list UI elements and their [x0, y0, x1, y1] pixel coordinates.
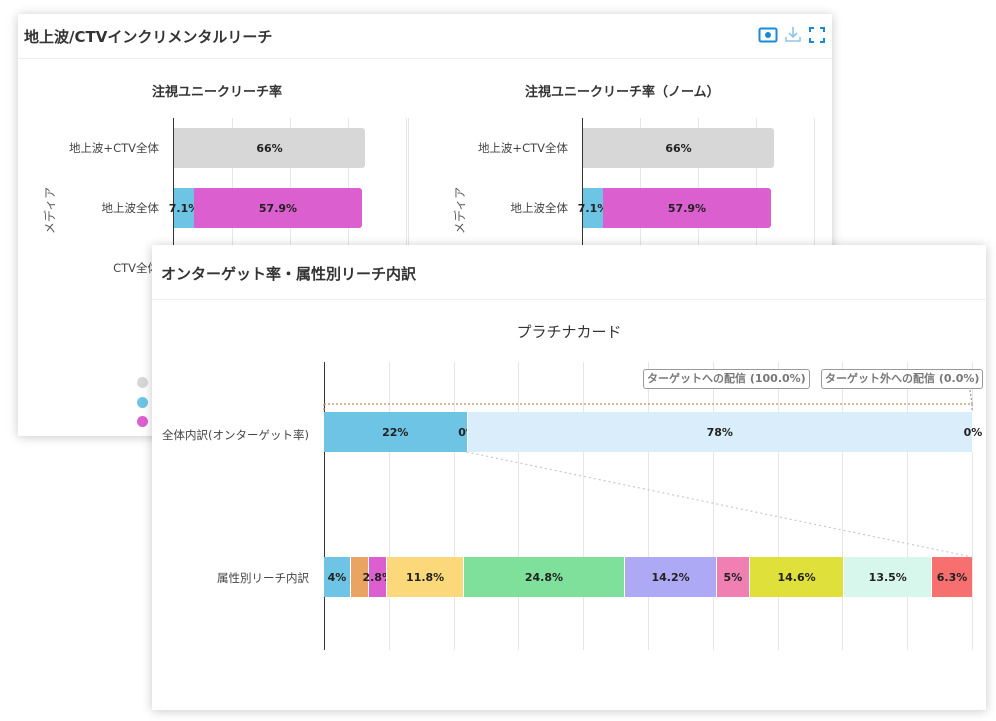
- card-header: オンターゲット率・属性別リーチ内訳: [152, 245, 986, 300]
- row-label: 地上波全体: [510, 201, 569, 215]
- bar-segment[interactable]: 57.9%: [194, 188, 362, 228]
- bar-segment[interactable]: 6.3%: [931, 557, 972, 597]
- chart-title: 注視ユニークリーチ率: [152, 85, 283, 100]
- connector-line: [969, 389, 973, 405]
- grid-line: [842, 362, 844, 650]
- card-title: 地上波/CTVインクリメンタルリーチ: [24, 28, 273, 46]
- bar-total[interactable]: 66%: [174, 128, 365, 168]
- y-axis: [324, 362, 325, 650]
- bar-segment[interactable]: 4%: [324, 557, 350, 597]
- bar-segment[interactable]: 22%: [324, 412, 467, 452]
- on-target-breakdown-card: オンターゲット率・属性別リーチ内訳 プラチナカード 全体内訳(オンターゲット率)…: [152, 245, 986, 710]
- row-label: 地上波全体: [101, 201, 160, 215]
- grid-line: [408, 118, 409, 348]
- screenshot-icon[interactable]: [758, 25, 778, 45]
- grid-line: [698, 118, 699, 348]
- row-label: 属性別リーチ内訳: [217, 571, 309, 585]
- card-title: オンターゲット率・属性別リーチ内訳: [161, 265, 417, 283]
- card-header: 地上波/CTVインクリメンタルリーチ: [18, 14, 832, 59]
- grid-line: [777, 362, 779, 650]
- download-icon[interactable]: [783, 25, 803, 45]
- connector-line: [466, 451, 973, 558]
- grid-line: [583, 362, 585, 650]
- grid-line: [518, 362, 520, 650]
- bar-total[interactable]: 66%: [583, 128, 774, 168]
- connector-lines: [323, 389, 973, 558]
- grid-line: [388, 362, 390, 650]
- bar-segment[interactable]: 78%: [466, 412, 972, 452]
- row-label: 地上波+CTV全体: [477, 141, 568, 155]
- grid-line: [406, 118, 407, 348]
- axis-title: メディア: [43, 186, 58, 235]
- bar-segment[interactable]: 2.8%: [362, 557, 393, 597]
- bar-segment[interactable]: 14.2%: [623, 557, 717, 597]
- grid-line: [453, 362, 455, 650]
- legend-marker[interactable]: [137, 416, 148, 427]
- bar-segment[interactable]: 24.8%: [462, 557, 624, 597]
- legend-marker[interactable]: [137, 397, 148, 408]
- bar-segment[interactable]: [349, 557, 369, 597]
- grid-line: [712, 362, 714, 650]
- bar-segment[interactable]: 7.1%: [169, 188, 199, 228]
- y-axis: [582, 118, 583, 348]
- row-label: 地上波+CTV全体: [68, 141, 159, 155]
- bar-segment[interactable]: 57.9%: [603, 188, 771, 228]
- grid-line: [814, 118, 815, 348]
- chart-title: プラチナカード: [516, 323, 622, 341]
- grid-line: [648, 362, 649, 650]
- fullscreen-icon[interactable]: [807, 25, 827, 45]
- grid-line: [972, 362, 973, 650]
- row-label: 全体内訳(オンターゲット率): [162, 428, 309, 442]
- bar-segment[interactable]: 11.8%: [386, 557, 463, 597]
- bar-segment[interactable]: 5%: [716, 557, 749, 597]
- bar-segment[interactable]: 14.6%: [748, 557, 844, 597]
- y-axis: [173, 118, 174, 348]
- legend-marker[interactable]: [137, 377, 148, 388]
- callout-on-target: ターゲットへの配信 (100.0%): [643, 369, 810, 389]
- grid-line: [290, 118, 291, 348]
- axis-title: メディア: [453, 186, 468, 235]
- grid-line: [907, 362, 909, 650]
- grid-line: [348, 118, 349, 348]
- grid-line: [756, 118, 757, 348]
- grid-line: [640, 118, 641, 348]
- chart-title: 注視ユニークリーチ率（ノーム）: [525, 85, 720, 100]
- bar-segment[interactable]: 7.1%: [578, 188, 608, 228]
- row-label: CTV全体: [113, 261, 159, 275]
- grid-line: [232, 118, 233, 348]
- bar-segment[interactable]: 13.5%: [843, 557, 932, 597]
- callout-off-target: ターゲット外への配信 (0.0%): [821, 369, 984, 389]
